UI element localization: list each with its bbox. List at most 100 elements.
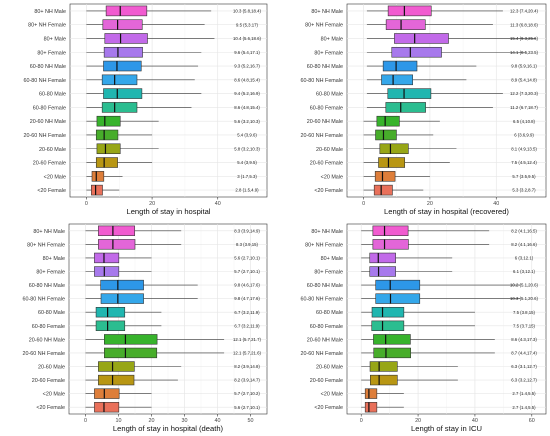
x-tick-label: 20: [149, 201, 155, 207]
x-tick-label: 0: [362, 201, 365, 207]
category-label: 20-60 Female: [310, 161, 343, 167]
box-iqr: [102, 19, 143, 30]
box-iqr: [364, 402, 378, 413]
category-label: 80+ NH Female: [305, 242, 343, 248]
median-iqr-label: 8.9 (5.4,14.8): [511, 77, 537, 82]
box-iqr: [373, 184, 393, 196]
median-iqr-label: 8.6 (4.8,15.4): [234, 105, 260, 110]
box-iqr: [394, 33, 449, 44]
box-iqr: [364, 388, 378, 399]
category-label: 20-60 Male: [316, 147, 343, 153]
median-iqr-label: 5.7 (2.7,10.2): [234, 391, 260, 396]
box-iqr: [391, 46, 442, 58]
category-label: 60-80 Male: [38, 310, 65, 316]
category-label: 80+ Female: [314, 50, 343, 56]
category-label: 60-80 Female: [310, 324, 343, 330]
median-iqr-label: 9.8 (5.9,16.1): [511, 64, 537, 69]
category-label: 80+ Female: [36, 270, 65, 276]
category-label: 20-60 NH Female: [22, 351, 65, 357]
median-iqr-label: 8.3 (3.9,15): [236, 242, 259, 247]
median-iqr-label: 5.4 (3,9.5): [237, 160, 257, 165]
box-iqr: [373, 334, 411, 345]
median-iqr-label: 2.8 (1.5,4.9): [235, 188, 259, 193]
category-label: 20-60 Female: [33, 161, 66, 167]
median-iqr-label: 7.5 (4.5,12.4): [511, 160, 537, 165]
median-iqr-label: 2.7 (1.4,5.5): [512, 391, 536, 396]
box-iqr: [381, 74, 413, 86]
box-iqr: [95, 320, 126, 331]
median-iqr-label: 5.7 (2.7,10.1): [234, 269, 260, 274]
category-label: 80+ NH Male: [33, 229, 65, 235]
x-axis-label: Length of stay in hospital (recovered): [384, 207, 509, 216]
box-iqr: [95, 157, 118, 168]
category-label: 80+ Male: [44, 36, 66, 42]
median-iqr-label: 5.4 (3,9.6): [237, 133, 257, 138]
median-iqr-label: 8.6 (4.3,17.3): [511, 337, 537, 342]
category-label: 60-80 Female: [33, 105, 66, 111]
category-label: 60-80 NH Female: [23, 78, 66, 84]
box-iqr: [376, 115, 400, 127]
box-iqr: [91, 184, 103, 196]
category-label: 80+ Male: [43, 256, 65, 262]
category-label: 80+ Male: [321, 256, 343, 262]
category-label: 60-80 Male: [316, 310, 343, 316]
box-iqr: [379, 143, 409, 155]
median-iqr-label: 12.3 (7.4,20.4): [510, 8, 539, 13]
box-iqr: [103, 88, 143, 99]
box-iqr: [96, 143, 121, 155]
box-iqr: [387, 5, 432, 17]
panel-1: 80+ NH Male 10.3 (5.8,18.4) 80+ NH Female 9…: [23, 3, 268, 216]
box-iqr: [103, 60, 142, 72]
median-iqr-label: 10.4 (5.6,18.6): [233, 36, 262, 41]
category-label: 80+ NH Female: [27, 242, 65, 248]
median-iqr-label: 12.1 (5.7,21.6): [233, 351, 262, 356]
median-iqr-label: 8.2 (3.9,14.8): [234, 364, 260, 369]
category-label: 80+ Female: [37, 50, 66, 56]
category-label: 60-80 Male: [39, 92, 66, 98]
box-iqr: [369, 266, 396, 277]
category-label: 60-80 Female: [32, 324, 65, 330]
x-tick-label: 60: [529, 418, 535, 424]
median-iqr-label: 8.6 (4.8,15.4): [234, 77, 260, 82]
x-tick-label: 0: [84, 418, 87, 424]
median-iqr-label: 7.5 (3.7,15): [513, 323, 536, 328]
median-iqr-label: 9.5 (5,3.17): [236, 22, 259, 27]
median-iqr-label: 3 (1.7,5.3): [237, 174, 257, 179]
box-iqr: [371, 307, 405, 318]
category-label: 80+ Male: [321, 36, 343, 42]
median-iqr-label: 8.2 (4.1,16.5): [511, 228, 537, 233]
category-label: 80+ NH Male: [34, 9, 66, 15]
median-iqr-label: 9.3 (5.2,16.7): [234, 64, 260, 69]
category-label: <20 Female: [314, 405, 343, 411]
median-iqr-label: 6.3 (3.2,12.7): [511, 378, 537, 383]
category-label: 20-60 Male: [38, 365, 65, 371]
box-iqr: [98, 374, 135, 386]
box-iqr: [103, 46, 143, 58]
category-label: 60-80 NH Female: [22, 297, 65, 303]
median-iqr-label: 7.5 (3.8,15): [513, 310, 536, 315]
box-iqr: [98, 225, 135, 236]
box-iqr: [100, 293, 144, 304]
category-label: <20 Male: [44, 174, 66, 180]
box-iqr: [373, 347, 411, 359]
box-iqr: [105, 5, 148, 17]
category-label: 20-60 NH Male: [307, 119, 343, 125]
category-label: 20-60 Male: [316, 365, 343, 371]
x-tick-label: 40: [215, 418, 221, 424]
box-iqr: [375, 293, 421, 304]
box-iqr: [94, 266, 120, 277]
panel-3: 80+ NH Male 8.3 (3.9,14.9) 80+ NH Female 8.…: [22, 223, 268, 433]
category-label: 20-60 Female: [310, 378, 343, 384]
box-iqr: [372, 239, 409, 250]
plot-area: [346, 3, 547, 198]
category-label: 60-80 NH Male: [30, 64, 66, 70]
box-iqr: [371, 320, 405, 331]
box-iqr: [372, 225, 409, 236]
x-axis-label: Length of stay in hospital: [126, 207, 210, 216]
box-iqr: [382, 60, 418, 72]
box-iqr: [98, 239, 136, 250]
median-iqr-label: 8.7 (4.4,17.4): [511, 351, 537, 356]
category-label: 20-60 NH Female: [300, 351, 343, 357]
category-label: 20-60 NH Female: [300, 133, 343, 139]
median-iqr-label: 12.2 (7.3,20.3): [510, 91, 539, 96]
